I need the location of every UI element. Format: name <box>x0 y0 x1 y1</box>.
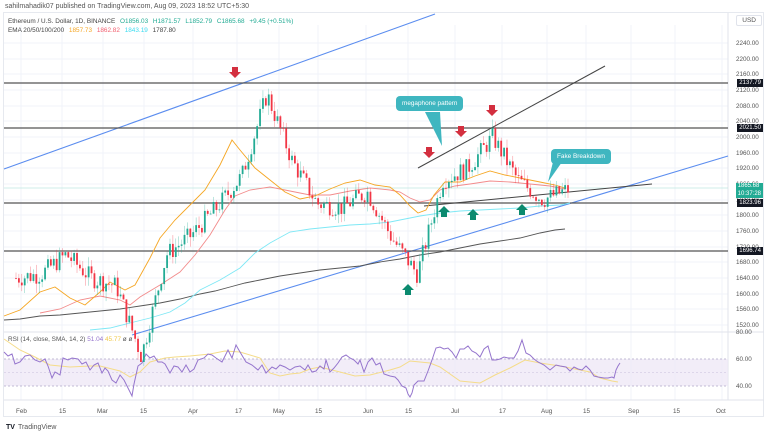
arrow-up-icon <box>438 206 450 217</box>
chart-legend: Ethereum / U.S. Dollar, 1D, BINANCE O185… <box>8 17 296 35</box>
publish-info: sahilmahadik07 published on TradingView.… <box>5 3 250 10</box>
svg-text:1800.00: 1800.00 <box>736 212 759 219</box>
svg-text:2200.00: 2200.00 <box>736 56 759 63</box>
svg-text:1640.00: 1640.00 <box>736 275 759 282</box>
svg-text:1960.00: 1960.00 <box>736 150 759 157</box>
svg-text:1520.00: 1520.00 <box>736 322 759 329</box>
tv-logo-icon: TV <box>6 424 15 431</box>
candlestick-series[interactable] <box>15 88 569 366</box>
svg-text:1920.00: 1920.00 <box>736 165 759 172</box>
chart-frame <box>3 12 764 417</box>
level-tag-2137: 2137.79 <box>737 79 763 87</box>
ema100-line <box>89 202 571 331</box>
svg-text:60.00: 60.00 <box>736 356 752 363</box>
megaphone-pattern-callout[interactable]: megaphone pattern <box>396 96 464 111</box>
svg-text:15: 15 <box>405 408 413 415</box>
ema20-value: 1857.73 <box>68 27 93 34</box>
megaphone-lower-line[interactable] <box>423 183 653 207</box>
arrow-up-icon <box>516 204 528 215</box>
low-value: L1852.79 <box>185 18 213 25</box>
ema-label[interactable]: EMA 20/50/100/200 <box>8 27 65 34</box>
svg-text:40.00: 40.00 <box>736 383 752 390</box>
rsi-extra: ø ø <box>122 336 133 343</box>
ema-legend: EMA 20/50/100/200 1857.73 1862.82 1843.1… <box>8 26 296 35</box>
svg-text:Jul: Jul <box>451 408 459 415</box>
level-tag-2021: 2021.50 <box>737 124 763 132</box>
change-value: +9.45 (+0.51%) <box>249 18 294 25</box>
svg-text:2080.00: 2080.00 <box>736 103 759 110</box>
ema100-value: 1843.19 <box>124 27 148 34</box>
channel-lower-line[interactable] <box>131 155 729 336</box>
svg-text:Feb: Feb <box>16 408 27 415</box>
level-tag-1696: 1696.74 <box>737 247 763 255</box>
svg-text:Jun: Jun <box>363 408 374 415</box>
time-axis[interactable]: Feb 15 Mar 15 Apr 17 May 15 Jun 15 Jul 1… <box>16 408 726 415</box>
high-value: H1871.57 <box>152 18 181 25</box>
svg-text:15: 15 <box>315 408 323 415</box>
svg-text:15: 15 <box>59 408 67 415</box>
ema200-line <box>3 228 566 321</box>
arrow-down-icon <box>423 147 435 158</box>
svg-text:15: 15 <box>673 408 681 415</box>
rsi-sma-line <box>3 338 619 384</box>
fake-breakdown-callout[interactable]: Fake Breakdown <box>551 149 611 164</box>
open-value: O1856.03 <box>120 18 149 25</box>
svg-text:Aug: Aug <box>541 408 553 415</box>
level-tag-1823: 1823.96 <box>737 199 763 207</box>
arrow-down-icon <box>486 105 498 116</box>
svg-text:17: 17 <box>235 408 243 415</box>
symbol-legend: Ethereum / U.S. Dollar, 1D, BINANCE O185… <box>8 17 296 26</box>
brand-name: TradingView <box>17 424 57 431</box>
megaphone-callout-pointer <box>425 112 442 146</box>
current-price: 1865.68 <box>737 183 760 189</box>
bar-countdown: 10:37:28 <box>737 190 761 197</box>
rsi-sma-value: 45.77 <box>105 336 121 343</box>
tradingview-logo[interactable]: TV TradingView <box>6 424 56 431</box>
currency-button[interactable]: USD <box>736 15 762 26</box>
ema20-line <box>3 139 566 317</box>
arrow-down-icon <box>229 67 241 78</box>
current-price-tag: 1865.68 10:37:28 <box>735 183 763 198</box>
svg-text:2040.00: 2040.00 <box>736 118 759 125</box>
close-value: C1865.68 <box>216 18 245 25</box>
svg-text:1600.00: 1600.00 <box>736 291 759 298</box>
svg-text:2160.00: 2160.00 <box>736 71 759 78</box>
svg-text:1760.00: 1760.00 <box>736 228 759 235</box>
svg-text:1680.00: 1680.00 <box>736 259 759 266</box>
svg-text:15: 15 <box>140 408 148 415</box>
megaphone-upper-line[interactable] <box>417 65 606 169</box>
svg-text:Mar: Mar <box>97 408 108 415</box>
svg-text:Apr: Apr <box>188 408 198 415</box>
rsi-line <box>3 338 621 398</box>
rsi-legend: RSI (14, close, SMA, 14, 2) 51.04 45.77 … <box>8 336 132 343</box>
arrow-up-icon <box>402 284 414 295</box>
symbol-title[interactable]: Ethereum / U.S. Dollar, 1D, BINANCE <box>8 18 116 25</box>
svg-text:15: 15 <box>583 408 591 415</box>
svg-text:2000.00: 2000.00 <box>736 134 759 141</box>
arrow-up-icon <box>467 209 479 220</box>
svg-text:2120.00: 2120.00 <box>736 87 759 94</box>
svg-text:1560.00: 1560.00 <box>736 306 759 313</box>
svg-text:Sep: Sep <box>628 408 640 415</box>
ema50-value: 1862.82 <box>96 27 120 34</box>
channel-upper-line[interactable] <box>3 13 436 170</box>
svg-text:Oct: Oct <box>716 408 726 415</box>
ema200-value: 1787.80 <box>152 27 176 34</box>
support-resistance-levels[interactable] <box>4 82 728 252</box>
rsi-pane[interactable]: 60.00 40.00 <box>3 338 752 398</box>
svg-text:May: May <box>273 408 286 415</box>
svg-text:2240.00: 2240.00 <box>736 40 759 47</box>
rsi-value: 51.04 <box>87 336 104 343</box>
annotation-arrows <box>229 67 528 295</box>
grid <box>4 25 728 400</box>
svg-text:17: 17 <box>499 408 507 415</box>
svg-text:80.00: 80.00 <box>736 329 752 336</box>
rsi-label[interactable]: RSI (14, close, SMA, 14, 2) <box>8 336 86 343</box>
arrow-down-icon <box>455 126 467 137</box>
fake-breakdown-callout-pointer <box>548 162 562 182</box>
